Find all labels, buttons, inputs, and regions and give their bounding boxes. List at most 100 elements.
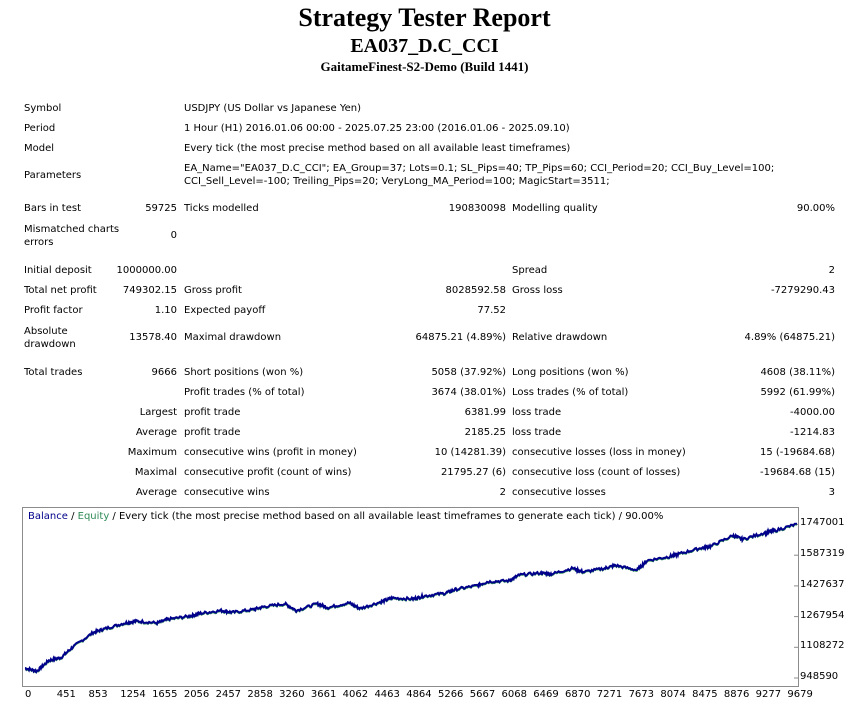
gross-loss-label: Gross loss — [512, 285, 563, 296]
x-tick-label: 6068 — [501, 689, 527, 700]
trade-row-right-value: 3 — [828, 487, 835, 498]
y-tick-label: 1587319 — [800, 548, 845, 560]
x-tick-label: 451 — [56, 689, 76, 700]
x-tick-label: 2457 — [215, 689, 242, 700]
ticks-value: 190830098 — [448, 203, 506, 214]
short-positions-label: Short positions (won %) — [184, 367, 304, 378]
x-tick-label: 3661 — [310, 689, 337, 700]
absolute-drawdown-label: Absolute drawdown — [24, 326, 76, 350]
trade-row-right-label: consecutive losses — [512, 487, 606, 498]
trade-row-right-label: loss trade — [512, 427, 562, 438]
x-tick-label: 1655 — [152, 689, 178, 700]
trade-row-left-value: 21795.27 (6) — [440, 467, 506, 478]
chart-legend: Balance / Equity / Every tick (the most … — [28, 511, 663, 522]
long-positions-value: 4608 (38.11%) — [760, 367, 835, 378]
x-tick-label: 4463 — [374, 689, 400, 700]
trade-row-prefix: Maximum — [127, 447, 177, 458]
trade-row-left-label: profit trade — [184, 407, 241, 418]
y-tick-label: 948590 — [800, 671, 839, 682]
relative-drawdown-value: 4.89% (64875.21) — [744, 332, 835, 343]
x-tick-label: 2056 — [183, 689, 210, 700]
trade-row-left-label: profit trade — [184, 427, 241, 438]
profit-trades-label: Profit trades (% of total) — [184, 387, 305, 398]
balance-series-line — [24, 522, 798, 674]
bars-value: 59725 — [145, 203, 177, 214]
initial-deposit-label: Initial deposit — [24, 265, 92, 276]
x-tick-label: 7271 — [596, 689, 623, 700]
ea-name: EA037_D.C_CCI — [350, 35, 499, 57]
report-title: Strategy Tester Report — [298, 3, 551, 32]
trade-row-prefix: Largest — [139, 407, 177, 418]
mismatch-value: 0 — [170, 230, 177, 241]
x-tick-label: 6870 — [565, 689, 591, 700]
legend-equity: Equity — [77, 511, 110, 522]
spread-label: Spread — [512, 265, 548, 276]
trade-row-right-label: consecutive losses (loss in money) — [512, 447, 686, 458]
x-tick-label: 8475 — [692, 689, 718, 700]
bars-label: Bars in test — [24, 203, 81, 214]
ticks-label: Ticks modelled — [184, 203, 259, 214]
x-tick-label: 8876 — [723, 689, 750, 700]
trade-row-left-value: 2185.25 — [464, 427, 506, 438]
trade-row-left-value: 6381.99 — [464, 407, 506, 418]
gross-loss-value: -7279290.43 — [770, 285, 835, 296]
x-tick-label: 853 — [88, 689, 108, 700]
spread-value: 2 — [828, 265, 835, 276]
quality-value: 90.00% — [796, 203, 835, 214]
y-tick-label: 1108272 — [800, 640, 845, 652]
loss-trades-label: Loss trades (% of total) — [512, 387, 629, 398]
absolute-drawdown-value: 13578.40 — [129, 332, 177, 343]
y-tick-label: 1427637 — [800, 578, 845, 590]
chart-plot-area — [24, 522, 798, 679]
total-trades-value: 9666 — [151, 367, 177, 378]
trade-row-prefix: Maximal — [134, 467, 177, 478]
expected-payoff-label: Expected payoff — [184, 305, 266, 316]
initial-deposit-value: 1000000.00 — [116, 265, 177, 276]
server-build: GaitameFinest-S2-Demo (Build 1441) — [320, 59, 529, 74]
x-tick-label: 0 — [25, 689, 32, 700]
trade-row-right-value: -4000.00 — [790, 407, 835, 418]
symbol-label: Symbol — [24, 103, 62, 114]
x-tick-label: 5667 — [469, 689, 496, 700]
x-tick-label: 5266 — [437, 689, 464, 700]
model-label: Model — [24, 143, 55, 154]
net-profit-label: Total net profit — [24, 285, 97, 296]
parameters-line-1: EA_Name="EA037_D.C_CCI"; EA_Group=37; Lo… — [184, 163, 775, 174]
profit-factor-value: 1.10 — [154, 305, 177, 316]
trade-row-left-label: consecutive wins (profit in money) — [184, 447, 357, 458]
trade-row-right-value: 15 (-19684.68) — [759, 447, 835, 458]
maximal-drawdown-value: 64875.21 (4.89%) — [415, 332, 506, 343]
x-tick-label: 7673 — [628, 689, 655, 700]
y-tick-label: 1267954 — [800, 609, 845, 621]
long-positions-label: Long positions (won %) — [512, 367, 629, 378]
trade-row-prefix: Average — [135, 487, 177, 498]
legend-separator: / — [67, 511, 78, 522]
trade-row-left-value: 10 (14281.39) — [434, 447, 506, 458]
x-tick-label: 1254 — [120, 689, 146, 700]
legend-description: / Every tick (the most precise method ba… — [109, 511, 664, 522]
x-tick-label: 9277 — [755, 689, 782, 700]
mismatch-label: Mismatched charts errors — [24, 224, 120, 248]
symbol-value: USDJPY (US Dollar vs Japanese Yen) — [184, 103, 362, 114]
gross-profit-value: 8028592.58 — [445, 285, 506, 296]
trade-row-right-value: -1214.83 — [790, 427, 835, 438]
short-positions-value: 5058 (37.92%) — [431, 367, 506, 378]
balance-equity-chart — [22, 507, 799, 687]
trade-row-left-label: consecutive profit (count of wins) — [184, 467, 352, 478]
loss-trades-value: 5992 (61.99%) — [760, 387, 835, 398]
trade-row-prefix: Average — [135, 427, 177, 438]
parameters-line-2: CCI_Sell_Level=-100; Treiling_Pips=20; V… — [184, 176, 610, 187]
trade-row-right-label: loss trade — [512, 407, 562, 418]
x-tick-label: 4864 — [406, 689, 432, 700]
x-tick-label: 4062 — [342, 689, 369, 700]
period-label: Period — [24, 123, 56, 134]
x-tick-label: 9679 — [787, 689, 813, 700]
trade-row-right-value: -19684.68 (15) — [759, 467, 835, 478]
trade-row-left-value: 2 — [499, 487, 506, 498]
model-value: Every tick (the most precise method base… — [184, 143, 571, 154]
trade-row-left-label: consecutive wins — [184, 487, 270, 498]
trade-row-right-label: consecutive loss (count of losses) — [512, 467, 681, 478]
period-value: 1 Hour (H1) 2016.01.06 00:00 - 2025.07.2… — [184, 123, 570, 134]
x-tick-label: 2858 — [247, 689, 273, 700]
x-tick-label: 6469 — [533, 689, 559, 700]
